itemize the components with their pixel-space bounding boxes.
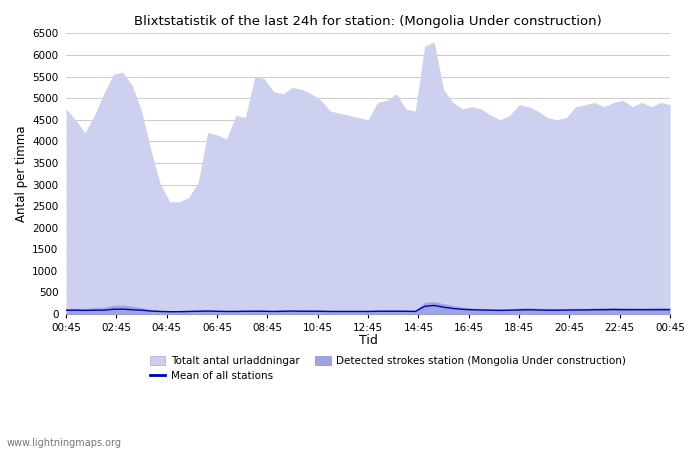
Title: Blixtstatistik of the last 24h for station: (Mongolia Under construction): Blixtstatistik of the last 24h for stati…: [134, 15, 602, 28]
Text: www.lightningmaps.org: www.lightningmaps.org: [7, 438, 122, 448]
X-axis label: Tid: Tid: [358, 334, 377, 347]
Legend: Totalt antal urladdningar, Mean of all stations, Detected strokes station (Mongo: Totalt antal urladdningar, Mean of all s…: [150, 356, 626, 382]
Y-axis label: Antal per timma: Antal per timma: [15, 126, 28, 222]
